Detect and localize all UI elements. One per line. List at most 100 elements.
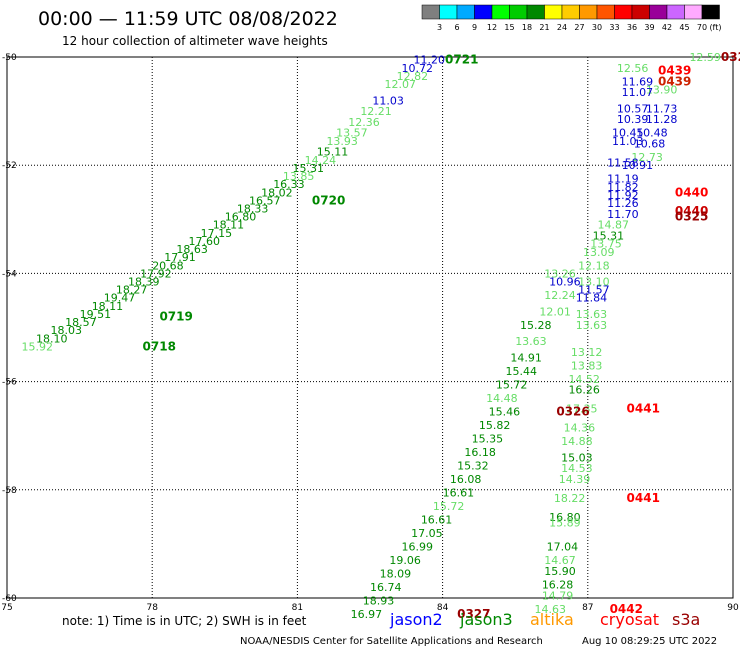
mission-legend-s3a: s3a (672, 610, 700, 629)
swh-value-label: 10.68 (634, 138, 666, 151)
swh-value-label: 11.58 (607, 156, 639, 169)
swh-value-label: 14.36 (564, 422, 596, 435)
swh-value-label: 18.11 (92, 300, 124, 313)
colorbar-label: 39 (644, 23, 654, 32)
pass-time-label: 0439 (658, 64, 691, 78)
swh-value-label: 16.08 (450, 473, 482, 486)
swh-value-label: 18.33 (237, 202, 269, 215)
swh-value-label: 20.68 (152, 259, 184, 272)
swh-value-label: 12.18 (578, 259, 610, 272)
swh-value-label: 11.92 (607, 189, 639, 202)
swh-value-label: 15.72 (496, 378, 527, 391)
colorbar-label: 24 (557, 23, 567, 32)
swh-value-label: 15.11 (317, 146, 349, 159)
swh-value-label: 18.57 (65, 316, 97, 329)
pass-time-label: 0327 (457, 607, 490, 621)
swh-value-label: 19.47 (104, 292, 136, 305)
colorbar-swatch (649, 4, 668, 20)
chart-title: 00:00 — 11:59 UTC 08/08/2022 (38, 8, 338, 30)
colorbar-label: 27 (574, 23, 584, 32)
mission-legend-altika: altika (530, 610, 574, 629)
swh-value-label: 18.22 (554, 492, 586, 505)
swh-value-label: 18.11 (213, 219, 245, 232)
swh-value-label: 14.91 (510, 351, 542, 364)
colorbar-label: 6 (454, 23, 459, 32)
swh-value-label: 14.63 (535, 603, 567, 616)
y-tick-label: -56 (2, 378, 17, 388)
swh-value-label: 10.91 (622, 159, 654, 172)
swh-value-label: 19.51 (80, 308, 112, 321)
swh-value-label: 11.07 (622, 86, 654, 99)
swh-value-label: 14.39 (559, 473, 591, 486)
colorbar-swatch (509, 4, 528, 20)
swh-value-label: 14.53 (561, 462, 593, 475)
swh-value-label: 15.90 (544, 565, 576, 578)
swh-value-label: 15.28 (520, 319, 552, 332)
colorbar-swatch (596, 4, 615, 20)
swh-value-label: 12.36 (348, 116, 380, 129)
swh-value-label: 16.97 (351, 608, 383, 621)
swh-value-label: 12.01 (539, 305, 571, 318)
swh-value-label: 17.91 (164, 251, 196, 264)
colorbar-swatch (561, 4, 580, 20)
colorbar-swatch (491, 4, 510, 20)
swh-value-label: 14.87 (597, 219, 629, 232)
swh-value-label: 16.28 (542, 578, 574, 591)
swh-value-label: 12.24 (544, 289, 576, 302)
pass-time-label: 0718 (143, 339, 176, 353)
swh-value-label: 15.46 (489, 405, 520, 418)
swh-value-label: 16.57 (249, 194, 281, 207)
x-tick-label: 81 (292, 603, 303, 613)
swh-value-label: 17.04 (547, 541, 579, 554)
swh-value-label: 19.06 (389, 554, 421, 567)
swh-value-label: 13.85 (283, 170, 315, 183)
colorbar-label: 70 (697, 23, 707, 32)
mission-legend: jason2 jason3 altika cryosat s3a (389, 610, 700, 629)
swh-value-label: 18.09 (380, 568, 412, 581)
swh-value-label: 10.57 (617, 102, 649, 115)
swh-value-label: 11.26 (607, 197, 639, 210)
grid-lines (7, 57, 733, 598)
swh-value-label: 14.88 (561, 435, 593, 448)
colorbar-swatch (684, 4, 703, 20)
swh-value-label: 10.96 (549, 276, 581, 289)
colorbar-label: 15 (504, 23, 514, 32)
chart-subtitle: 12 hour collection of altimeter wave hei… (62, 34, 328, 48)
plot-frame (6, 56, 734, 599)
swh-value-label: 11.03 (372, 94, 404, 107)
swh-value-label: 12.59 (689, 51, 721, 64)
generation-timestamp: Aug 10 08:29:25 UTC 2022 (582, 636, 717, 647)
swh-value-label: 13.10 (578, 276, 610, 289)
colorbar-swatch (456, 4, 475, 20)
swh-value-label: 16.33 (273, 178, 305, 191)
swh-value-label: 14.24 (305, 154, 337, 167)
pass-time-label: 0440 (675, 204, 708, 218)
swh-value-label: 14.79 (542, 589, 574, 602)
swh-value-label: 16.80 (225, 211, 256, 224)
swh-value-label: 15.35 (472, 432, 504, 445)
swh-value-label: 10.72 (401, 62, 433, 75)
swh-value-label: 13.83 (571, 359, 603, 372)
swh-value-label: 18.63 (176, 243, 208, 256)
swh-value-label: 13.63 (515, 335, 547, 348)
pass-time-label: 0441 (627, 491, 660, 505)
swh-value-label: 18.27 (116, 284, 147, 297)
swh-value-label: 12.56 (617, 62, 649, 75)
swh-value-label: 17.92 (140, 267, 172, 280)
pass-time-label: 0721 (445, 53, 478, 67)
swh-value-label: 11.03 (612, 135, 644, 148)
swh-value-label: 15.44 (506, 365, 538, 378)
pass-time-label: 0440 (675, 185, 708, 199)
swh-value-label: 15.31 (293, 162, 325, 175)
pass-time-label: 0441 (627, 402, 660, 416)
colorbar-label: 9 (472, 23, 477, 32)
colorbar-swatch (579, 4, 598, 20)
swh-value-label: 16.61 (443, 487, 475, 500)
pass-time-labels: 0718071907200721032404390439044004400325… (143, 50, 740, 621)
colorbar-label: 36 (627, 23, 637, 32)
swh-value-label: 13.63 (576, 319, 608, 332)
swh-value-label: 13.90 (646, 83, 678, 96)
y-tick-label: -52 (2, 161, 17, 171)
x-tick-label: 84 (437, 603, 449, 613)
swh-value-label: 13.09 (583, 246, 615, 259)
